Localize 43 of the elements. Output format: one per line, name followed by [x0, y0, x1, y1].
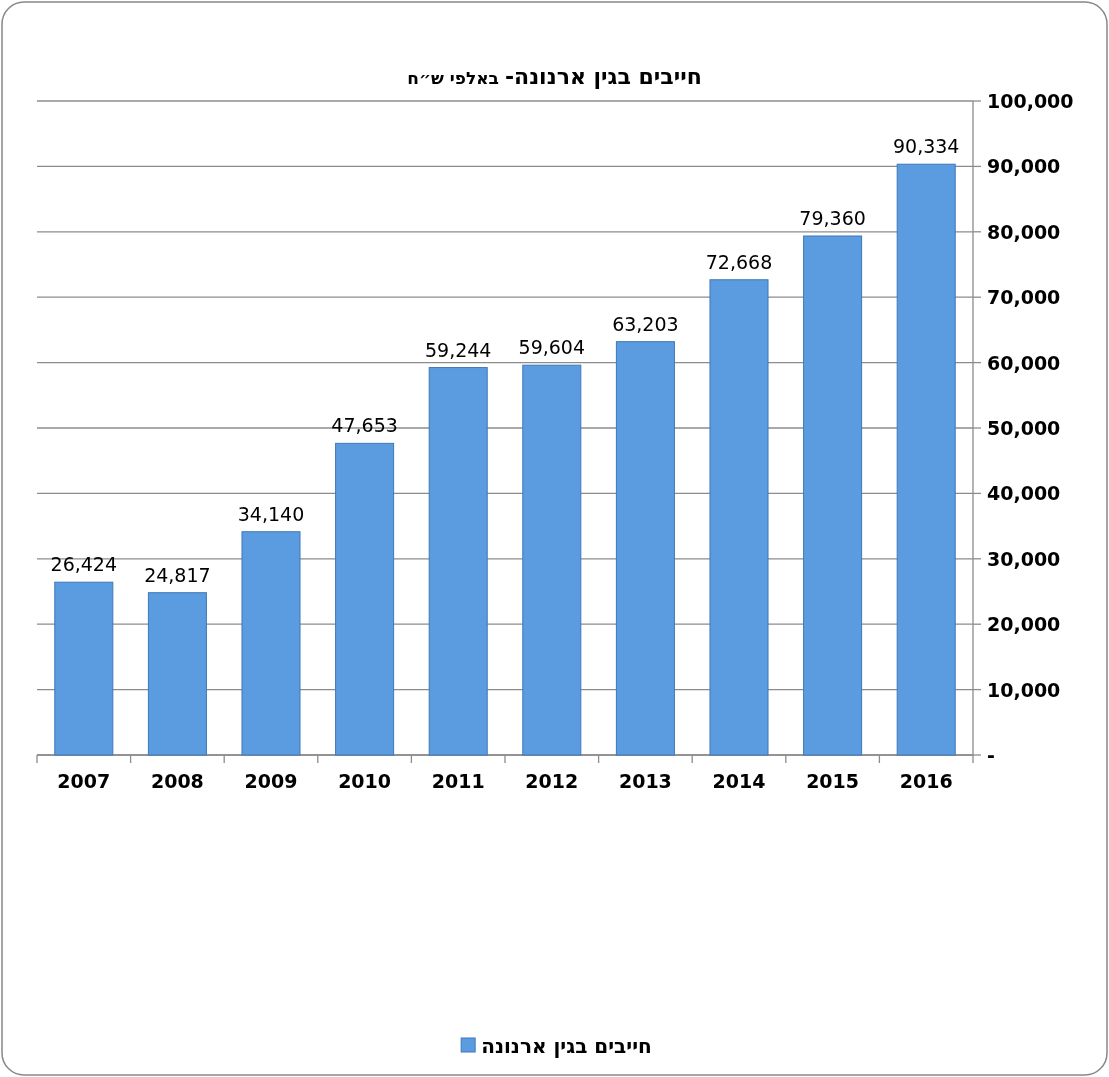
x-tick-label: 2015 [806, 770, 860, 792]
x-tick-label: 2010 [338, 770, 392, 792]
x-tick-label: 2014 [712, 770, 766, 792]
x-tick-label: 2007 [57, 770, 111, 792]
y-tick-label: 60,000 [987, 351, 1061, 374]
y-tick-label: 90,000 [987, 155, 1061, 178]
text: 24,817 [144, 563, 211, 586]
y-tick-label: 20,000 [987, 613, 1061, 636]
bar [803, 235, 863, 756]
y-tick-label: 80,000 [987, 220, 1061, 243]
x-tick-label: 2012 [525, 770, 579, 792]
bar [896, 163, 956, 756]
y-tick-label: 40,000 [987, 482, 1061, 505]
x-tick-label: 2013 [618, 770, 672, 792]
bar [54, 581, 114, 756]
text: 26,424 [50, 553, 118, 576]
x-tick-label: 2008 [150, 770, 204, 792]
bar [709, 279, 769, 756]
text: 72,668 [705, 250, 773, 273]
bar [335, 442, 395, 756]
y-tick-label: - [987, 744, 995, 766]
y-tick-label: 30,000 [987, 547, 1061, 570]
text: 47,653 [331, 414, 398, 437]
y-tick-label: 50,000 [987, 417, 1061, 439]
text: 79,360 [799, 206, 866, 229]
text: 59,244 [424, 338, 492, 361]
legend-label: חייבים בגין ארנונה [481, 1034, 652, 1058]
y-tick-label: 10,000 [987, 678, 1061, 701]
bar [241, 531, 301, 756]
y-tick-label: 70,000 [987, 286, 1061, 309]
bar [522, 364, 582, 756]
x-tick-label: 2009 [244, 770, 298, 792]
x-tick-label: 2011 [431, 770, 485, 792]
bar [147, 592, 207, 756]
x-tick-label: 2016 [899, 770, 953, 792]
text: 63,203 [612, 312, 679, 335]
bar [428, 367, 488, 756]
text: 59,604 [518, 336, 586, 359]
bar [615, 341, 675, 756]
y-tick-label: 100,000 [987, 90, 1074, 112]
text: 90,334 [892, 135, 960, 158]
chart-title: חייבים בגין ארנונה- באלפי ש״ח [407, 64, 702, 89]
text: 34,140 [237, 502, 305, 525]
